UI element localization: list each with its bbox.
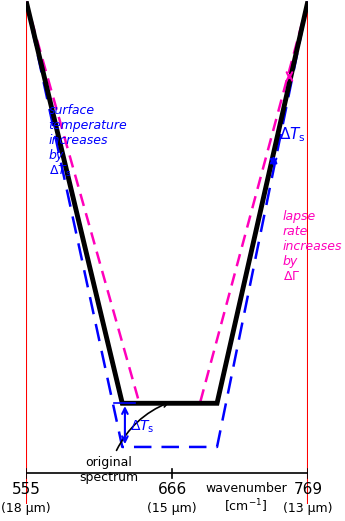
Text: wavenumber
[cm$^{-1}$]: wavenumber [cm$^{-1}$] [205,482,287,515]
Text: (15 μm): (15 μm) [147,502,197,515]
Text: surface
temperature
increases
by
$\Delta T_\mathrm{s}$: surface temperature increases by $\Delta… [49,104,127,179]
Text: (18 μm): (18 μm) [1,502,51,515]
Text: 769: 769 [293,482,323,497]
Text: 555: 555 [12,482,41,497]
Text: 666: 666 [158,482,187,497]
Text: original
spectrum: original spectrum [80,402,168,483]
Text: (13 μm): (13 μm) [283,502,333,515]
Text: $\Delta T_\mathrm{s}$: $\Delta T_\mathrm{s}$ [279,126,306,144]
Text: $\Delta T_\mathrm{s}$: $\Delta T_\mathrm{s}$ [130,419,155,436]
Text: lapse
rate
increases
by
$\Delta\Gamma$: lapse rate increases by $\Delta\Gamma$ [283,209,342,282]
